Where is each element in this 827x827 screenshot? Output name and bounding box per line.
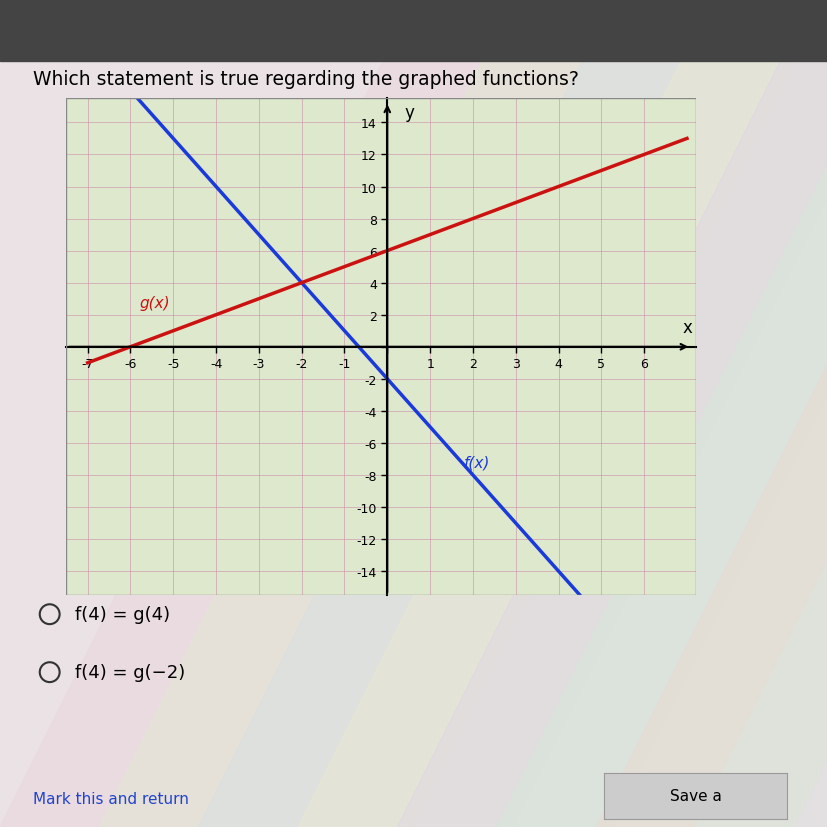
Text: f(4) = g(−2): f(4) = g(−2) xyxy=(74,663,184,681)
Text: Mark this and return: Mark this and return xyxy=(33,791,189,805)
Text: y: y xyxy=(404,104,414,122)
Text: Which statement is true regarding the graphed functions?: Which statement is true regarding the gr… xyxy=(33,70,578,89)
Text: x: x xyxy=(681,318,691,336)
Text: g(x): g(x) xyxy=(139,295,170,310)
Text: f(4) = g(4): f(4) = g(4) xyxy=(74,605,170,624)
Text: Save a: Save a xyxy=(669,788,720,804)
Text: f(x): f(x) xyxy=(464,456,490,471)
